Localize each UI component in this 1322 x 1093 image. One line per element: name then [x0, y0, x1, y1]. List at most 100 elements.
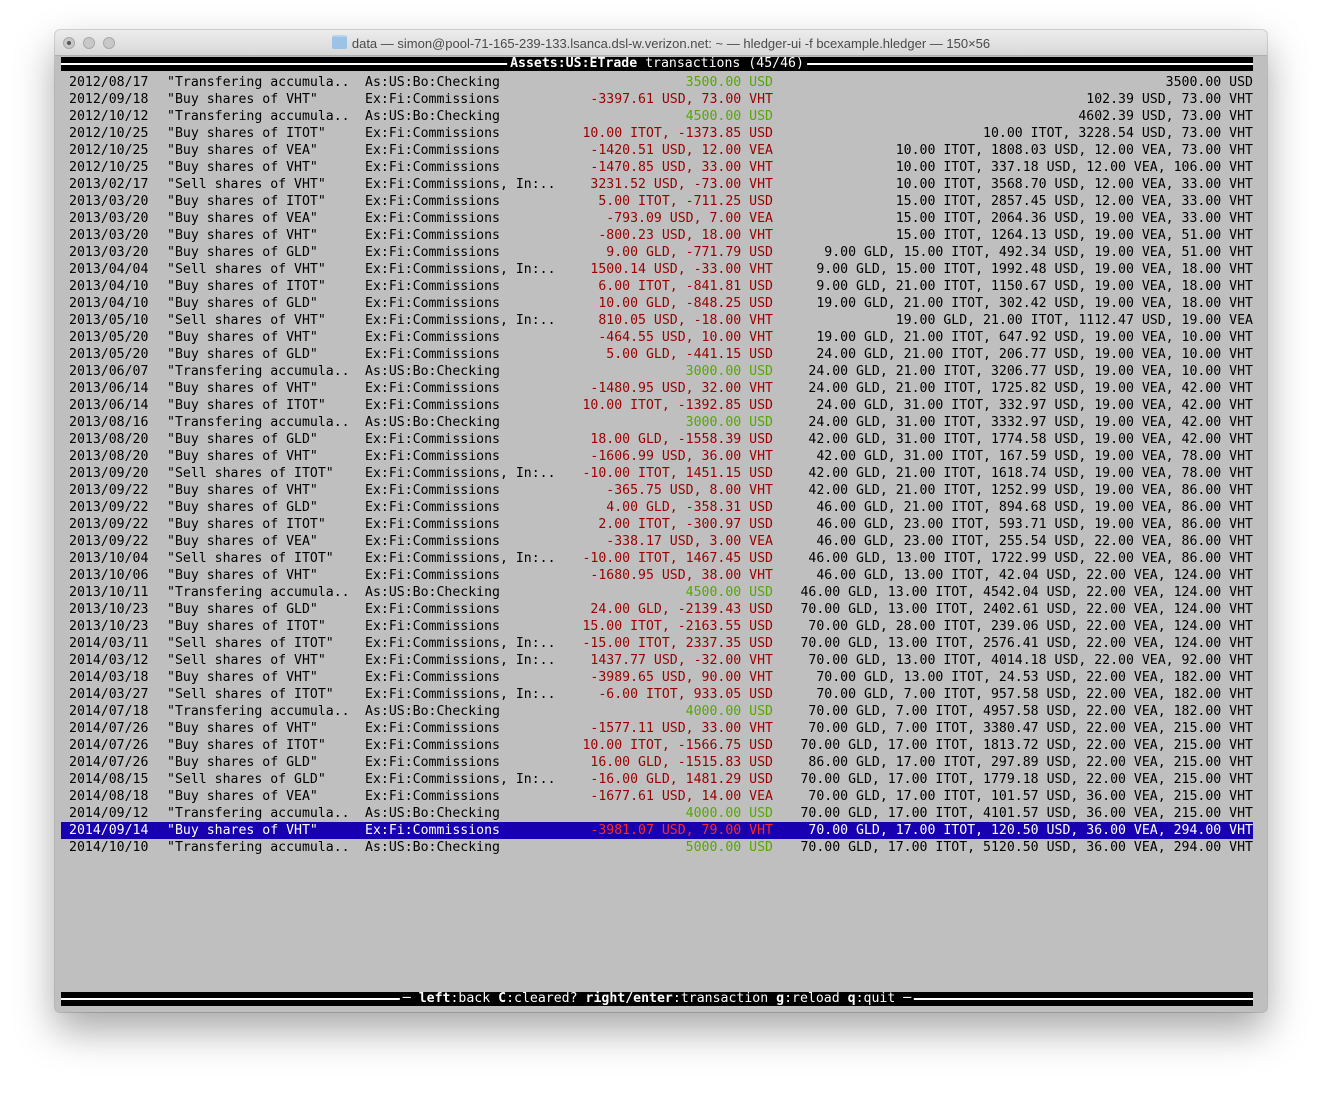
cell-amount: -793.09 USD, 7.00 VEA — [606, 211, 773, 226]
cell-balance: 42.00 GLD, 21.00 ITOT, 1252.99 USD, 19.0… — [808, 483, 1253, 498]
cell-amount: -464.55 USD, 10.00 VHT — [598, 330, 773, 345]
transaction-row[interactable]: 2013/03/20 "Buy shares of VEA" Ex:Fi:Commi… — [61, 210, 1253, 227]
transaction-row[interactable]: 2013/06/14 "Buy shares of ITOT" Ex:Fi:Comm… — [61, 397, 1253, 414]
transaction-row[interactable]: 2014/09/12 "Transfering accumula.. As:US:B… — [61, 805, 1253, 822]
transaction-row[interactable]: 2012/10/25 "Buy shares of VEA" Ex:Fi:Commi… — [61, 142, 1253, 159]
transaction-row[interactable]: 2013/05/20 "Buy shares of VHT" Ex:Fi:Commi… — [61, 329, 1253, 346]
transaction-row[interactable]: 2014/08/18 "Buy shares of VEA" Ex:Fi:Commi… — [61, 788, 1253, 805]
cell-balance: 70.00 GLD, 13.00 ITOT, 24.53 USD, 22.00 … — [816, 670, 1253, 685]
transaction-row[interactable]: 2013/09/22 "Buy shares of VEA" Ex:Fi:Commi… — [61, 533, 1253, 550]
transaction-row[interactable]: 2013/03/20 "Buy shares of ITOT" Ex:Fi:Comm… — [61, 193, 1253, 210]
cell-amount: 3000.00 USD — [685, 415, 773, 430]
cell-balance: 10.00 ITOT, 3568.70 USD, 12.00 VEA, 33.0… — [895, 177, 1253, 192]
transaction-row[interactable]: 2013/10/06 "Buy shares of VHT" Ex:Fi:Commi… — [61, 567, 1253, 584]
transaction-row[interactable]: 2013/09/22 "Buy shares of VHT" Ex:Fi:Commi… — [61, 482, 1253, 499]
cell-amount: 4500.00 USD — [685, 109, 773, 124]
cell-account: Ex:Fi:Commissions — [365, 381, 500, 396]
cell-account: Ex:Fi:Commissions — [365, 92, 500, 107]
cell-balance: 70.00 GLD, 17.00 ITOT, 1779.18 USD, 22.0… — [800, 772, 1253, 787]
transaction-row[interactable]: 2013/05/20 "Buy shares of GLD" Ex:Fi:Commi… — [61, 346, 1253, 363]
cell-account: Ex:Fi:Commissions, In:.. — [365, 653, 556, 668]
cell-date: 2013/02/17 — [69, 177, 149, 192]
transaction-row[interactable]: 2014/07/26 "Buy shares of GLD" Ex:Fi:Commi… — [61, 754, 1253, 771]
transaction-row[interactable]: 2013/09/22 "Buy shares of ITOT" Ex:Fi:Comm… — [61, 516, 1253, 533]
transaction-row[interactable]: 2013/08/20 "Buy shares of GLD" Ex:Fi:Commi… — [61, 431, 1253, 448]
cell-date: 2013/08/20 — [69, 449, 149, 464]
cell-description: "Buy shares of GLD" — [167, 245, 318, 260]
cell-balance: 70.00 GLD, 17.00 ITOT, 5120.50 USD, 36.0… — [800, 840, 1253, 855]
transaction-row[interactable]: 2013/02/17 "Sell shares of VHT" Ex:Fi:Comm… — [61, 176, 1253, 193]
cell-date: 2013/04/10 — [69, 296, 149, 311]
folder-icon — [331, 35, 347, 49]
cell-balance: 46.00 GLD, 21.00 ITOT, 894.68 USD, 19.00… — [816, 500, 1253, 515]
transaction-row[interactable]: 2014/03/27 "Sell shares of ITOT" Ex:Fi:Com… — [61, 686, 1253, 703]
transaction-row[interactable]: 2012/08/17 "Transfering accumula.. As:US:B… — [61, 74, 1253, 91]
cell-date: 2013/05/20 — [69, 347, 149, 362]
help-footer: ─ left:back C:cleared? right/enter:trans… — [61, 992, 1253, 1006]
transaction-row[interactable]: 2013/08/16 "Transfering accumula.. As:US:B… — [61, 414, 1253, 431]
cell-date: 2013/08/16 — [69, 415, 149, 430]
zoom-button[interactable] — [103, 37, 115, 49]
cell-date: 2014/08/15 — [69, 772, 149, 787]
transaction-row[interactable]: 2014/07/18 "Transfering accumula.. As:US:B… — [61, 703, 1253, 720]
transaction-row[interactable]: 2012/10/25 "Buy shares of ITOT" Ex:Fi:Comm… — [61, 125, 1253, 142]
transaction-row[interactable]: 2014/03/11 "Sell shares of ITOT" Ex:Fi:Com… — [61, 635, 1253, 652]
cell-date: 2012/09/18 — [69, 92, 149, 107]
cell-description: "Sell shares of VHT" — [167, 313, 326, 328]
transaction-row[interactable]: 2013/04/04 "Sell shares of VHT" Ex:Fi:Comm… — [61, 261, 1253, 278]
cell-date: 2013/04/04 — [69, 262, 149, 277]
transaction-row[interactable]: 2013/08/20 "Buy shares of VHT" Ex:Fi:Commi… — [61, 448, 1253, 465]
cell-description: "Transfering accumula.. — [167, 585, 350, 600]
transaction-row[interactable]: 2014/03/12 "Sell shares of VHT" Ex:Fi:Comm… — [61, 652, 1253, 669]
transaction-row[interactable]: 2013/05/10 "Sell shares of VHT" Ex:Fi:Comm… — [61, 312, 1253, 329]
transaction-row[interactable]: 2013/10/23 "Buy shares of GLD" Ex:Fi:Commi… — [61, 601, 1253, 618]
cell-description: "Buy shares of GLD" — [167, 347, 318, 362]
cell-balance: 70.00 GLD, 7.00 ITOT, 957.58 USD, 22.00 … — [816, 687, 1253, 702]
transaction-row[interactable]: 2013/10/04 "Sell shares of ITOT" Ex:Fi:Com… — [61, 550, 1253, 567]
cell-description: "Buy shares of GLD" — [167, 296, 318, 311]
transaction-row[interactable]: 2014/08/15 "Sell shares of GLD" Ex:Fi:Comm… — [61, 771, 1253, 788]
cell-amount: 18.00 GLD, -1558.39 USD — [590, 432, 773, 447]
cell-date: 2014/03/12 — [69, 653, 149, 668]
cell-balance: 86.00 GLD, 17.00 ITOT, 297.89 USD, 22.00… — [808, 755, 1253, 770]
transaction-row[interactable]: 2014/07/26 "Buy shares of VHT" Ex:Fi:Commi… — [61, 720, 1253, 737]
minimize-button[interactable] — [83, 37, 95, 49]
close-button[interactable] — [63, 37, 75, 49]
transaction-row[interactable]: 2013/03/20 "Buy shares of GLD" Ex:Fi:Commi… — [61, 244, 1253, 261]
cell-account: Ex:Fi:Commissions — [365, 432, 500, 447]
cell-amount: -3397.61 USD, 73.00 VHT — [590, 92, 773, 107]
cell-balance: 70.00 GLD, 7.00 ITOT, 4957.58 USD, 22.00… — [808, 704, 1253, 719]
cell-amount: 24.00 GLD, -2139.43 USD — [590, 602, 773, 617]
transaction-row[interactable]: 2013/04/10 "Buy shares of GLD" Ex:Fi:Commi… — [61, 295, 1253, 312]
transaction-row[interactable]: 2013/10/23 "Buy shares of ITOT" Ex:Fi:Comm… — [61, 618, 1253, 635]
cell-account: Ex:Fi:Commissions — [365, 347, 500, 362]
header-title: Assets:US:ETrade transactions (45/46) — [507, 57, 807, 71]
cell-account: Ex:Fi:Commissions — [365, 398, 500, 413]
transaction-row[interactable]: 2013/09/20 "Sell shares of ITOT" Ex:Fi:Com… — [61, 465, 1253, 482]
transaction-row[interactable]: 2013/06/07 "Transfering accumula.. As:US:B… — [61, 363, 1253, 380]
cell-account: Ex:Fi:Commissions — [365, 143, 500, 158]
cell-account: As:US:Bo:Checking — [365, 109, 500, 124]
cell-date: 2014/07/26 — [69, 721, 149, 736]
transaction-row[interactable]: 2014/10/10 "Transfering accumula.. As:US:B… — [61, 839, 1253, 856]
key-help: ─ left:back C:cleared? right/enter:trans… — [399, 992, 915, 1006]
transaction-row[interactable]: 2013/06/14 "Buy shares of VHT" Ex:Fi:Commi… — [61, 380, 1253, 397]
cell-date: 2013/10/04 — [69, 551, 149, 566]
transaction-row[interactable]: 2013/04/10 "Buy shares of ITOT" Ex:Fi:Comm… — [61, 278, 1253, 295]
transaction-row[interactable]: 2013/10/11 "Transfering accumula.. As:US:B… — [61, 584, 1253, 601]
transaction-row[interactable]: 2013/03/20 "Buy shares of VHT" Ex:Fi:Commi… — [61, 227, 1253, 244]
transaction-row-selected[interactable]: 2014/09/14 "Buy shares of VHT" Ex:Fi:Commi… — [61, 822, 1253, 839]
cell-description: "Sell shares of ITOT" — [167, 687, 334, 702]
cell-description: "Buy shares of GLD" — [167, 432, 318, 447]
cell-description: "Buy shares of VEA" — [167, 534, 318, 549]
cell-account: Ex:Fi:Commissions — [365, 755, 500, 770]
transaction-row[interactable]: 2012/10/12 "Transfering accumula.. As:US:B… — [61, 108, 1253, 125]
transaction-row[interactable]: 2012/10/25 "Buy shares of VHT" Ex:Fi:Commi… — [61, 159, 1253, 176]
header-account: Assets:US:ETrade — [510, 56, 638, 71]
transaction-row[interactable]: 2012/09/18 "Buy shares of VHT" Ex:Fi:Commi… — [61, 91, 1253, 108]
cell-date: 2013/09/22 — [69, 534, 149, 549]
transaction-row[interactable]: 2014/07/26 "Buy shares of ITOT" Ex:Fi:Comm… — [61, 737, 1253, 754]
transaction-row[interactable]: 2013/09/22 "Buy shares of GLD" Ex:Fi:Commi… — [61, 499, 1253, 516]
cell-description: "Buy shares of ITOT" — [167, 619, 326, 634]
transaction-row[interactable]: 2014/03/18 "Buy shares of VHT" Ex:Fi:Commi… — [61, 669, 1253, 686]
